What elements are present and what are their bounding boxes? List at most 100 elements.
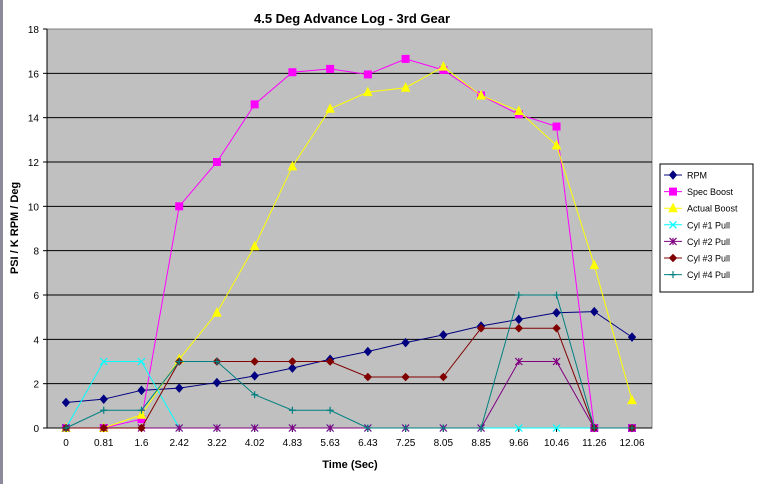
data-point — [100, 406, 108, 414]
legend-marker — [668, 170, 678, 180]
data-point — [363, 86, 373, 97]
data-point — [590, 306, 599, 317]
data-point — [175, 383, 184, 393]
legend-item: RPM — [664, 170, 707, 181]
y-tick-label: 18 — [28, 25, 40, 36]
legend-item: Cyl #1 Pull — [664, 220, 730, 230]
legend: RPM Spec Boost Actual Boost Cyl #1 Pull Cyl … — [659, 163, 754, 293]
legend-label: Cyl #3 Pull — [687, 254, 730, 264]
x-tick-label: 0 — [63, 438, 69, 449]
legend-item: Spec Boost — [664, 187, 734, 197]
data-point — [552, 307, 561, 318]
data-point — [288, 406, 296, 414]
data-point — [476, 324, 486, 333]
y-tick-label: 6 — [33, 291, 39, 302]
x-tick-label: 4.02 — [245, 438, 265, 449]
data-point — [627, 394, 637, 405]
x-tick-label: 2.42 — [169, 438, 189, 449]
data-point — [363, 372, 373, 382]
data-point — [251, 391, 259, 399]
data-point — [552, 424, 561, 432]
x-tick-label: 10.46 — [544, 438, 569, 449]
x-tick-label: 3.22 — [207, 438, 227, 449]
data-point — [401, 372, 410, 382]
x-tick-label: 6.43 — [358, 438, 378, 449]
data-point — [325, 103, 335, 113]
data-point — [553, 291, 561, 299]
data-point — [288, 363, 297, 373]
data-point — [288, 357, 297, 366]
x-tick-label: 1.6 — [135, 438, 149, 449]
legend-label: Cyl #2 Pull — [687, 237, 730, 247]
data-point — [62, 424, 70, 432]
data-point — [476, 89, 486, 100]
data-point — [99, 357, 108, 366]
x-tick-label: 7.25 — [396, 438, 416, 449]
data-point — [438, 61, 449, 71]
x-tick-label: 4.83 — [283, 438, 303, 449]
data-point — [137, 385, 146, 396]
data-point — [364, 424, 372, 432]
data-point — [326, 424, 335, 432]
data-point — [439, 372, 448, 382]
data-point — [137, 357, 146, 366]
data-point — [99, 423, 108, 433]
legend-item: Actual Boost — [664, 202, 738, 214]
x-tick-label: 12.06 — [619, 438, 644, 449]
legend-label: Cyl #1 Pull — [687, 220, 730, 230]
data-point — [326, 64, 335, 73]
data-point — [552, 324, 561, 333]
y-tick-label: 10 — [28, 202, 40, 213]
data-point — [590, 424, 598, 432]
data-point — [250, 100, 259, 109]
data-point — [250, 424, 259, 432]
data-point — [514, 424, 523, 432]
data-point — [477, 424, 485, 432]
data-point — [136, 409, 147, 419]
y-tick-label: 0 — [33, 424, 39, 435]
series-line — [66, 327, 632, 429]
data-point — [401, 337, 410, 348]
y-axis: 0 2 4 6 8 10 12 14 16 18 — [28, 25, 48, 435]
data-point — [552, 357, 561, 366]
series-line — [65, 294, 632, 429]
data-point — [401, 54, 410, 63]
y-tick-label: 8 — [33, 247, 39, 258]
y-axis-label: PSI / K RPM / Deg — [9, 182, 21, 274]
series-5 — [61, 324, 637, 433]
plot-area — [46, 28, 653, 429]
legend-marker — [669, 220, 677, 229]
data-point — [402, 424, 410, 432]
legend-label: Actual Boost — [687, 204, 738, 214]
data-point — [213, 424, 221, 432]
data-point — [175, 358, 183, 365]
data-point — [627, 332, 637, 342]
data-point — [250, 357, 259, 366]
data-point — [288, 424, 297, 432]
data-point — [287, 160, 298, 171]
series-6 — [62, 291, 636, 432]
data-point — [551, 139, 562, 150]
legend-marker — [669, 187, 677, 196]
series-line — [66, 361, 632, 429]
data-point — [213, 358, 221, 365]
x-tick-label: 8.85 — [471, 438, 491, 449]
y-tick-label: 16 — [28, 69, 40, 80]
data-point — [439, 424, 447, 432]
data-point — [628, 424, 636, 432]
series-line — [66, 66, 633, 429]
series-line — [65, 311, 633, 404]
legend-marker — [668, 253, 678, 263]
data-point — [175, 424, 184, 432]
window-edge — [0, 0, 3, 484]
legend-marker — [668, 202, 678, 213]
data-point — [514, 357, 523, 366]
data-point — [61, 397, 71, 408]
data-point — [439, 330, 448, 340]
data-point — [363, 70, 372, 79]
data-point — [400, 82, 411, 92]
x-tick-label: 9.66 — [509, 438, 529, 449]
data-point — [99, 394, 108, 404]
y-tick-label: 14 — [28, 114, 40, 125]
legend-item: Cyl #3 Pull — [664, 254, 730, 264]
